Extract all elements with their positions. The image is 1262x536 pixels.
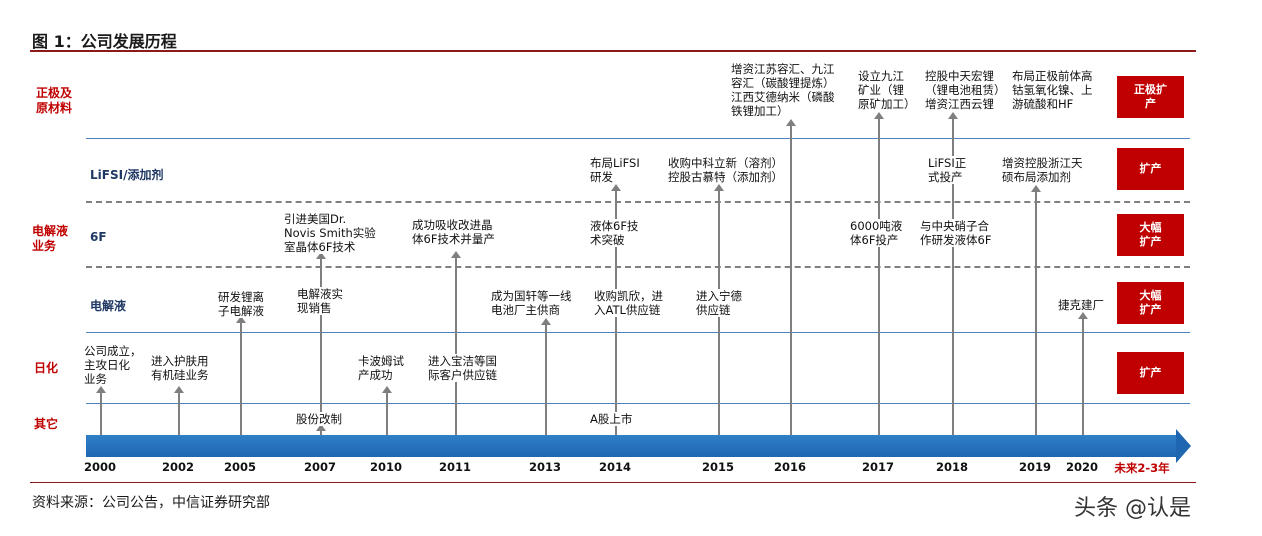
event-2007-restructuring: 股份改制	[296, 412, 342, 426]
event-2014-ipo: A股上市	[590, 412, 633, 426]
connector-arrow	[236, 316, 246, 437]
connector-arrow	[382, 386, 392, 437]
event-2016-lithium-investments: 增资江苏容汇、九江 容汇（碳酸锂提炼） 江西艾德纳米（磷酸 铁锂加工）	[731, 62, 835, 118]
year-label: 2011	[438, 460, 472, 474]
sublabel-electrolyte: 电解液	[90, 299, 127, 313]
connector-arrow	[1078, 312, 1088, 437]
event-2002-silicone: 进入护肤用 有机硅业务	[151, 354, 209, 382]
year-label: 2010	[369, 460, 403, 474]
event-2010-carbomer: 卡波姆试 产成功	[358, 354, 404, 382]
event-2019-zhejiang-tianshuo: 增资控股浙江天 硕布局添加剂	[1002, 156, 1083, 184]
row-separator	[86, 332, 1190, 333]
event-2014-lifsi-rd: 布局LiFSI 研发	[590, 156, 640, 184]
event-2000-founded: 公司成立， 主攻日化 业务	[84, 344, 142, 386]
year-label: 2014	[598, 460, 632, 474]
event-2005-electrolyte-rd: 研发锂离 子电解液	[218, 290, 264, 318]
year-label: 2019	[1018, 460, 1052, 474]
year-label: 2002	[161, 460, 195, 474]
row-separator	[86, 138, 1190, 139]
timeline-arrowhead	[1176, 429, 1191, 463]
event-2018-zhongtian-hongli: 控股中天宏锂 （锂电池租赁） 增资江西云锂	[925, 69, 1006, 111]
year-label: 2018	[935, 460, 969, 474]
event-2017-6f-production: 6000吨液 体6F投产	[850, 219, 903, 247]
connector-arrow	[786, 119, 796, 437]
badge-electrolyte-expansion: 大幅 扩产	[1117, 282, 1184, 324]
year-label: 2020	[1065, 460, 1099, 474]
event-2015-acquisitions: 收购中科立新（溶剂） 控股古慕特（添加剂）	[668, 156, 783, 184]
watermark: 头条 @认是	[1074, 496, 1191, 521]
event-2020-czech-plant: 捷克建厂	[1058, 298, 1104, 312]
event-2014-atl-supply-chain: 收购凯欣，进 入ATL供应链	[594, 289, 663, 317]
badge-daily-expansion: 扩产	[1117, 352, 1184, 394]
sublabel-lifsi: LiFSI/添加剂	[90, 168, 164, 182]
section-electrolyte-label: 电解液 业务	[32, 224, 69, 253]
year-label: 2016	[773, 460, 807, 474]
event-2015-catl-supply-chain: 进入宁德 供应链	[696, 289, 742, 317]
figure-title: 图 1：公司发展历程	[32, 32, 177, 51]
row-separator-dashed	[86, 201, 1190, 203]
source-note: 资料来源：公司公告，中信证券研究部	[32, 495, 270, 511]
connector-arrow	[316, 424, 326, 437]
connector-arrow	[874, 112, 884, 437]
badge-lifsi-expansion: 扩产	[1117, 148, 1184, 190]
event-2013-gotion-supplier: 成为国轩等一线 电池厂主供商	[491, 289, 572, 317]
section-daily-label: 日化	[34, 361, 59, 375]
row-separator-dashed	[86, 266, 1190, 268]
year-label-future: 未来2-3年	[1114, 461, 1170, 475]
year-label: 2005	[223, 460, 257, 474]
badge-cathode-expansion: 正极扩 产	[1117, 76, 1184, 118]
sublabel-6f: 6F	[90, 230, 107, 244]
year-label: 2013	[528, 460, 562, 474]
bottom-rule	[30, 482, 1196, 483]
event-2018-lifsi-production: LiFSI正 式投产	[928, 156, 967, 184]
event-2014-liquid-6f: 液体6F技 术突破	[590, 219, 639, 247]
event-2017-jiujiang-mining: 设立九江 矿业（锂 原矿加工）	[858, 69, 916, 111]
year-label: 2015	[701, 460, 735, 474]
event-2007-6f-tech: 引进美国Dr. Novis Smith实验 室晶体6F技术	[284, 212, 376, 254]
connector-arrow	[541, 318, 551, 437]
section-cathode-label: 正极及 原材料	[36, 86, 73, 115]
badge-6f-expansion: 大幅 扩产	[1117, 214, 1184, 256]
row-separator	[86, 403, 1190, 404]
event-2019-cathode-precursor: 布局正极前体高 钴氢氧化镍、上 游硫酸和HF	[1012, 69, 1093, 111]
section-other-label: 其它	[34, 417, 59, 431]
year-label: 2007	[303, 460, 337, 474]
connector-arrow	[96, 386, 106, 437]
event-2011-6f-mass-production: 成功吸收改进晶 体6F技术并量产	[412, 218, 495, 246]
connector-arrow	[451, 251, 461, 437]
top-rule	[30, 50, 1196, 52]
connector-arrow	[1031, 185, 1041, 437]
event-2007-electrolyte-sales: 电解液实 现销售	[297, 287, 343, 315]
year-label: 2017	[861, 460, 895, 474]
connector-arrow	[948, 112, 958, 437]
event-2018-central-glass: 与中央硝子合 作研发液体6F	[920, 219, 992, 247]
event-2011-pg-supply-chain: 进入宝洁等国 际客户供应链	[428, 354, 497, 382]
year-label: 2000	[83, 460, 117, 474]
connector-arrow	[174, 386, 184, 437]
connector-arrow	[316, 252, 326, 440]
timeline-axis	[86, 435, 1178, 457]
